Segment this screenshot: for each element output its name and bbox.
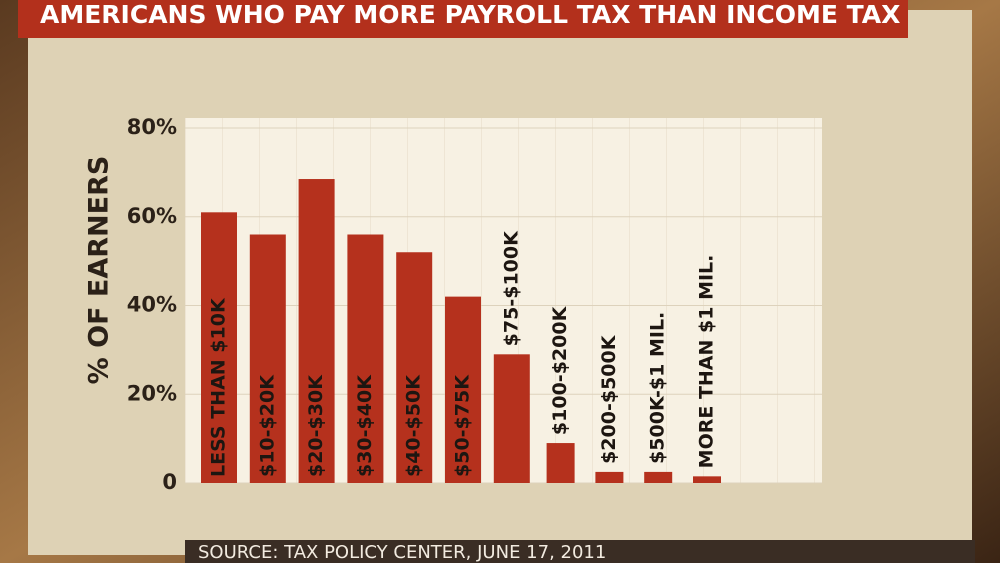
bar	[595, 471, 624, 483]
bar	[445, 296, 481, 483]
bar	[546, 443, 575, 483]
title-banner	[18, 0, 908, 38]
bar	[249, 234, 286, 483]
source: SOURCE: TAX POLICY CENTER, JUNE 17, 2011	[198, 542, 606, 563]
bar	[396, 252, 433, 483]
category-label: $30-$40K	[354, 374, 376, 477]
category-label: $50-$75K	[452, 374, 474, 477]
category-label: $10-$20K	[256, 374, 278, 477]
category-label: $100-$200K	[549, 305, 571, 435]
bar	[644, 471, 673, 483]
y-tick-label: 40%	[127, 293, 177, 317]
y-tick-label: 80%	[127, 115, 177, 139]
bar	[298, 179, 335, 483]
plot: 0 20% 40% 60% 80% LESS THAN $10K $10-$20K $20-$…	[127, 115, 822, 494]
bar	[347, 234, 384, 483]
category-label: MORE THAN $1 MIL.	[696, 255, 718, 469]
category-label: $20-$30K	[305, 374, 327, 477]
y-tick-label: 60%	[127, 204, 177, 228]
bar	[201, 212, 237, 483]
bar	[693, 476, 721, 483]
y-axis-label: % OF EARNERS	[84, 156, 115, 385]
bar	[493, 354, 530, 483]
y-tick-label: 20%	[127, 381, 177, 405]
category-label: $40-$50K	[403, 374, 425, 477]
chart-title: AMERICANS WHO PAY MORE PAYROLL TAX THAN …	[40, 0, 900, 29]
category-label: $500K-$1 MIL.	[647, 312, 669, 464]
category-label: $200-$500K	[598, 334, 620, 464]
source-banner	[185, 540, 975, 563]
y-tick-label: 0	[162, 470, 177, 494]
category-label: $75-$100K	[500, 230, 522, 346]
category-label: LESS THAN $10K	[208, 297, 230, 477]
